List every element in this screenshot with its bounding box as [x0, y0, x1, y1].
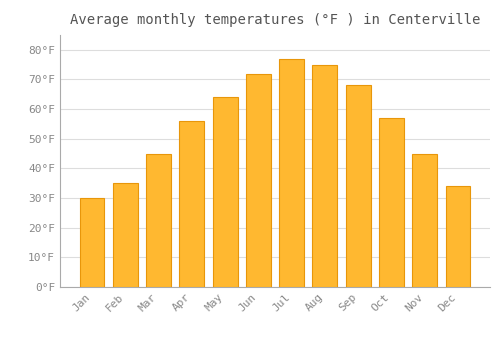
Title: Average monthly temperatures (°F ) in Centerville: Average monthly temperatures (°F ) in Ce… [70, 13, 480, 27]
Bar [312, 65, 338, 287]
Bar [212, 97, 238, 287]
Bar [379, 118, 404, 287]
Bar [146, 154, 171, 287]
Bar [446, 186, 470, 287]
Bar [412, 154, 437, 287]
Bar [346, 85, 370, 287]
Bar [279, 59, 304, 287]
Bar [180, 121, 204, 287]
Bar [80, 198, 104, 287]
Bar [246, 74, 271, 287]
Bar [113, 183, 138, 287]
